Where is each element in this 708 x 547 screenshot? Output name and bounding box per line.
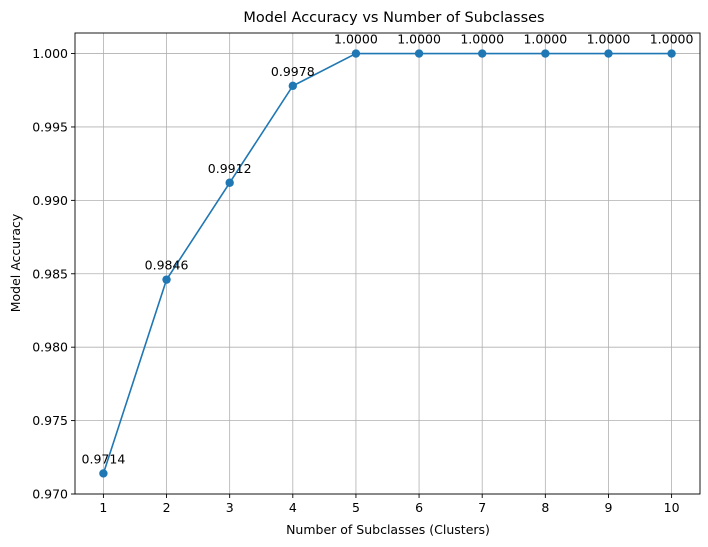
x-tick-label: 6 <box>415 500 423 515</box>
y-axis-ticks: 0.970 0.975 0.980 0.985 0.990 0.995 1.000 <box>32 46 75 502</box>
data-label: 0.9846 <box>145 258 189 273</box>
data-point <box>99 469 108 478</box>
y-tick-label: 0.970 <box>32 487 68 502</box>
y-tick-label: 0.990 <box>32 193 68 208</box>
data-label: 1.0000 <box>334 32 378 47</box>
x-tick-label: 7 <box>478 500 486 515</box>
data-point <box>225 178 234 187</box>
y-tick-label: 0.980 <box>32 340 68 355</box>
y-tick-label: 0.985 <box>32 266 68 281</box>
data-label: 0.9714 <box>82 451 126 466</box>
plot-frame <box>74 32 701 495</box>
x-tick-label: 8 <box>541 500 549 515</box>
x-tick-label: 10 <box>664 500 680 515</box>
series-accuracy <box>99 49 676 478</box>
x-tick-label: 2 <box>163 500 171 515</box>
data-point <box>477 49 487 58</box>
data-point <box>414 49 424 58</box>
data-point <box>288 81 298 91</box>
data-point <box>604 49 613 58</box>
data-label: 1.0000 <box>460 32 504 47</box>
data-label: 1.0000 <box>523 32 567 47</box>
x-tick-label: 5 <box>352 500 360 515</box>
x-tick-label: 9 <box>604 500 612 515</box>
x-axis-label: Number of Subclasses (Clusters) <box>286 522 490 537</box>
accuracy-line <box>102 52 672 474</box>
y-tick-label: 1.000 <box>32 46 68 61</box>
data-label: 0.9912 <box>208 161 252 176</box>
data-label: 1.0000 <box>587 32 631 47</box>
data-point <box>667 49 676 58</box>
data-label: 1.0000 <box>397 32 441 47</box>
x-tick-label: 3 <box>226 500 234 515</box>
x-axis-ticks: 1 2 3 4 5 6 7 8 9 10 <box>99 494 680 515</box>
data-point <box>162 275 171 284</box>
y-tick-label: 0.995 <box>32 119 68 134</box>
y-tick-label: 0.975 <box>32 413 68 428</box>
y-axis-label: Model Accuracy <box>8 213 23 312</box>
data-label: 0.9978 <box>271 64 315 79</box>
data-point <box>541 49 550 58</box>
data-point <box>351 49 361 58</box>
chart-title: Model Accuracy vs Number of Subclasses <box>243 10 544 26</box>
x-tick-label: 1 <box>99 500 107 515</box>
data-labels: 0.9714 0.9846 0.9912 0.9978 1.0000 1.0000 1.00… <box>82 32 694 467</box>
data-label: 1.0000 <box>650 32 694 47</box>
x-tick-label: 4 <box>289 500 297 515</box>
